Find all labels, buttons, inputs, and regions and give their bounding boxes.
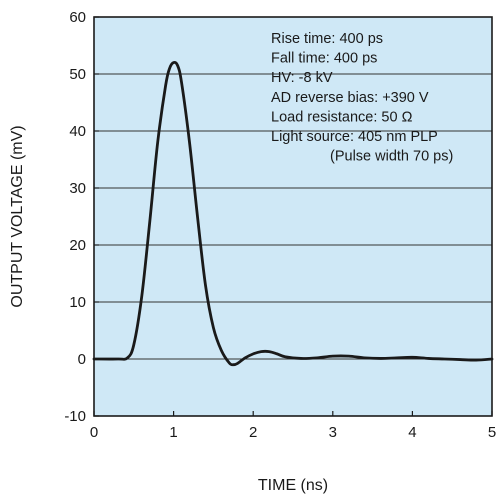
x-tick-label: 3 (329, 424, 337, 441)
y-tick-label: 50 (69, 66, 86, 83)
ticks (93, 16, 493, 417)
plot-background (94, 17, 492, 416)
annotation-line: Light source: 405 nm PLP (271, 129, 438, 145)
x-tick-label: 0 (90, 424, 98, 441)
annotation-line: HV: -8 kV (271, 70, 333, 86)
y-tick-label: 60 (69, 9, 86, 26)
annotation-line: Load resistance: 50 Ω (271, 109, 413, 125)
x-tick-label: 4 (408, 424, 416, 441)
grid (94, 73, 492, 360)
annotation-box: Rise time: 400 ps Fall time: 400 ps HV: -8… (271, 31, 453, 165)
y-tick-label: 30 (69, 180, 86, 197)
plot-frame (93, 16, 493, 417)
y-tick-label: 20 (69, 237, 86, 254)
annotation-line: AD reverse bias: +390 V (271, 90, 429, 106)
series-line-0 (92, 60, 494, 367)
y-axis-title: OUTPUT VOLTAGE (mV) (9, 125, 26, 307)
y-tick-label: 40 (69, 123, 86, 140)
annotation-line: Rise time: 400 ps (271, 31, 383, 47)
annotation-line: (Pulse width 70 ps) (330, 149, 453, 165)
x-tick-label: 2 (249, 424, 257, 441)
curve-layer (92, 60, 494, 367)
x-axis-title: TIME (ns) (258, 477, 328, 494)
y-tick-label: 0 (78, 351, 86, 368)
y-tick-label: -10 (64, 408, 86, 425)
annotation-line: Fall time: 400 ps (271, 51, 377, 67)
y-tick-label: 10 (69, 294, 86, 311)
x-tick-label: 1 (169, 424, 177, 441)
x-tick-label: 5 (488, 424, 496, 441)
